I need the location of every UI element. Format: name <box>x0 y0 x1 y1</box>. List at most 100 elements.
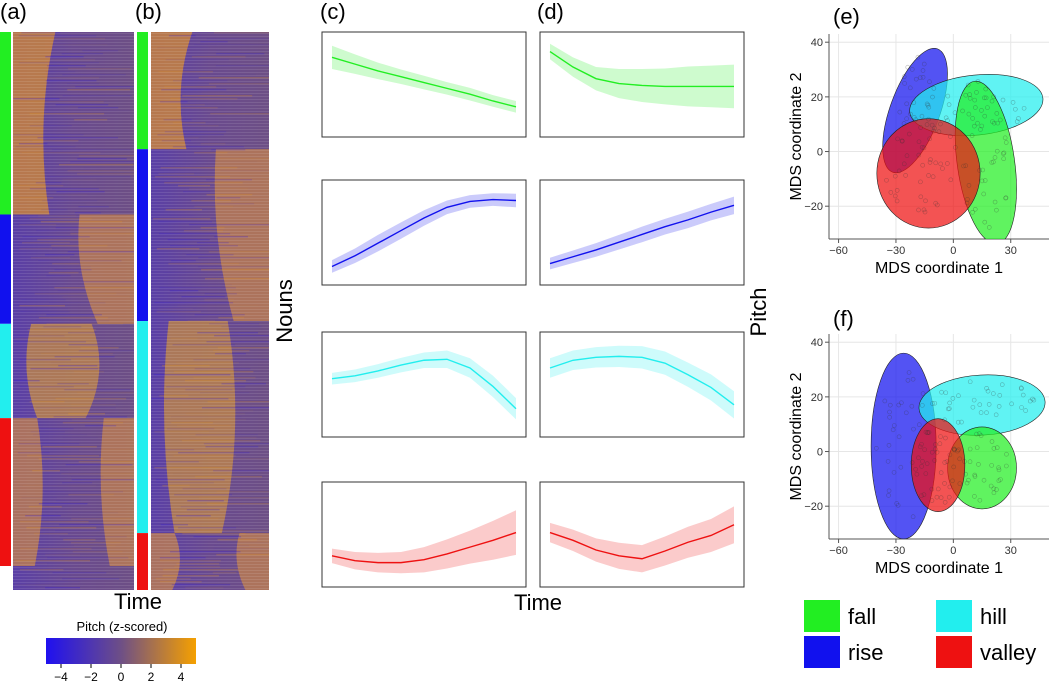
point-valley <box>892 173 898 179</box>
point-fall <box>1000 151 1006 156</box>
legend: fall hill rise valley <box>804 600 1036 668</box>
point-fall <box>989 463 994 468</box>
point-rise <box>904 153 910 158</box>
heatmap-b-scanlines <box>151 32 269 590</box>
point-rise <box>927 136 932 142</box>
point-valley <box>920 162 925 168</box>
point-hill <box>994 111 1000 116</box>
point-rise <box>885 459 891 464</box>
point-rise <box>910 514 916 520</box>
point-fall <box>966 183 972 188</box>
point-fall <box>994 207 999 213</box>
point-hill <box>999 382 1005 387</box>
point-rise <box>916 422 922 428</box>
point-hill <box>978 410 984 415</box>
line-panel-frame-rise <box>539 179 745 286</box>
point-rise <box>921 61 927 67</box>
ci-band-valley <box>550 506 734 573</box>
colorbar-tick-label: 2 <box>148 670 155 684</box>
y-tick-label: 0 <box>817 147 823 159</box>
point-valley <box>892 193 898 199</box>
point-fall <box>975 120 980 126</box>
point-valley <box>934 449 940 455</box>
point-valley <box>894 198 900 204</box>
point-valley <box>948 177 954 183</box>
point-hill <box>1030 396 1035 402</box>
point-rise <box>899 400 904 406</box>
point-valley <box>919 441 924 447</box>
line-panel-frame-fall <box>321 31 527 138</box>
point-fall <box>1003 195 1009 201</box>
point-fall <box>991 490 997 496</box>
point-hill <box>942 417 947 423</box>
point-valley <box>951 447 957 452</box>
point-valley <box>924 461 930 466</box>
point-fall <box>970 209 975 215</box>
point-hill <box>1027 398 1033 404</box>
point-fall <box>972 472 978 478</box>
point-hill <box>965 82 971 88</box>
point-fall <box>991 159 996 165</box>
point-fall <box>988 483 994 489</box>
point-fall <box>962 459 967 464</box>
point-hill <box>955 419 961 425</box>
point-hill <box>971 397 977 403</box>
point-hill <box>984 385 989 391</box>
point-valley <box>942 460 948 465</box>
point-hill <box>1010 100 1016 105</box>
point-fall <box>957 456 962 462</box>
point-fall <box>967 459 973 465</box>
point-fall <box>990 119 995 124</box>
x-tick-label: 0 <box>950 245 956 257</box>
point-valley <box>884 177 889 183</box>
ellipse-valley <box>876 118 981 229</box>
point-valley <box>933 160 939 166</box>
group-bar-valley <box>0 418 11 567</box>
point-rise <box>891 470 897 475</box>
point-fall <box>998 477 1003 482</box>
point-valley <box>923 429 929 435</box>
point-rise <box>910 376 916 382</box>
point-valley <box>926 173 931 178</box>
point-valley <box>947 452 953 458</box>
panel-label-f: (f) <box>833 306 854 331</box>
point-rise <box>887 409 892 415</box>
point-fall <box>994 487 999 492</box>
line-panel-frame-fall <box>539 31 745 138</box>
point-hill <box>926 104 932 110</box>
point-hill <box>983 86 989 92</box>
legend-label-rise: rise <box>848 640 883 665</box>
point-hill <box>1019 405 1024 410</box>
point-hill <box>967 379 973 385</box>
point-valley <box>933 446 938 452</box>
point-fall <box>972 206 978 212</box>
point-valley <box>925 430 930 436</box>
point-fall <box>992 199 998 205</box>
y-tick-label: 20 <box>811 392 823 404</box>
point-valley <box>921 207 927 213</box>
colorbar-title: Pitch (z-scored) <box>76 619 167 634</box>
point-hill <box>972 97 977 103</box>
point-valley <box>919 144 925 150</box>
panel-label-b: (b) <box>135 0 162 24</box>
point-rise <box>890 427 896 433</box>
point-fall <box>963 163 969 168</box>
point-rise <box>924 122 930 127</box>
point-hill <box>972 123 977 129</box>
point-hill <box>970 404 976 410</box>
point-rise <box>915 54 921 60</box>
point-hill <box>924 101 930 107</box>
point-rise <box>895 136 900 142</box>
point-rise <box>874 445 879 451</box>
point-hill <box>1013 106 1018 112</box>
point-fall <box>969 133 975 138</box>
point-fall <box>989 160 995 165</box>
point-hill <box>956 393 961 399</box>
point-hill <box>963 92 969 98</box>
panel-label-e: (e) <box>833 4 860 29</box>
point-fall <box>980 167 985 173</box>
point-hill <box>947 400 952 406</box>
point-hill <box>1019 386 1024 391</box>
point-rise <box>920 391 926 396</box>
y-tick-label: 0 <box>817 447 823 459</box>
